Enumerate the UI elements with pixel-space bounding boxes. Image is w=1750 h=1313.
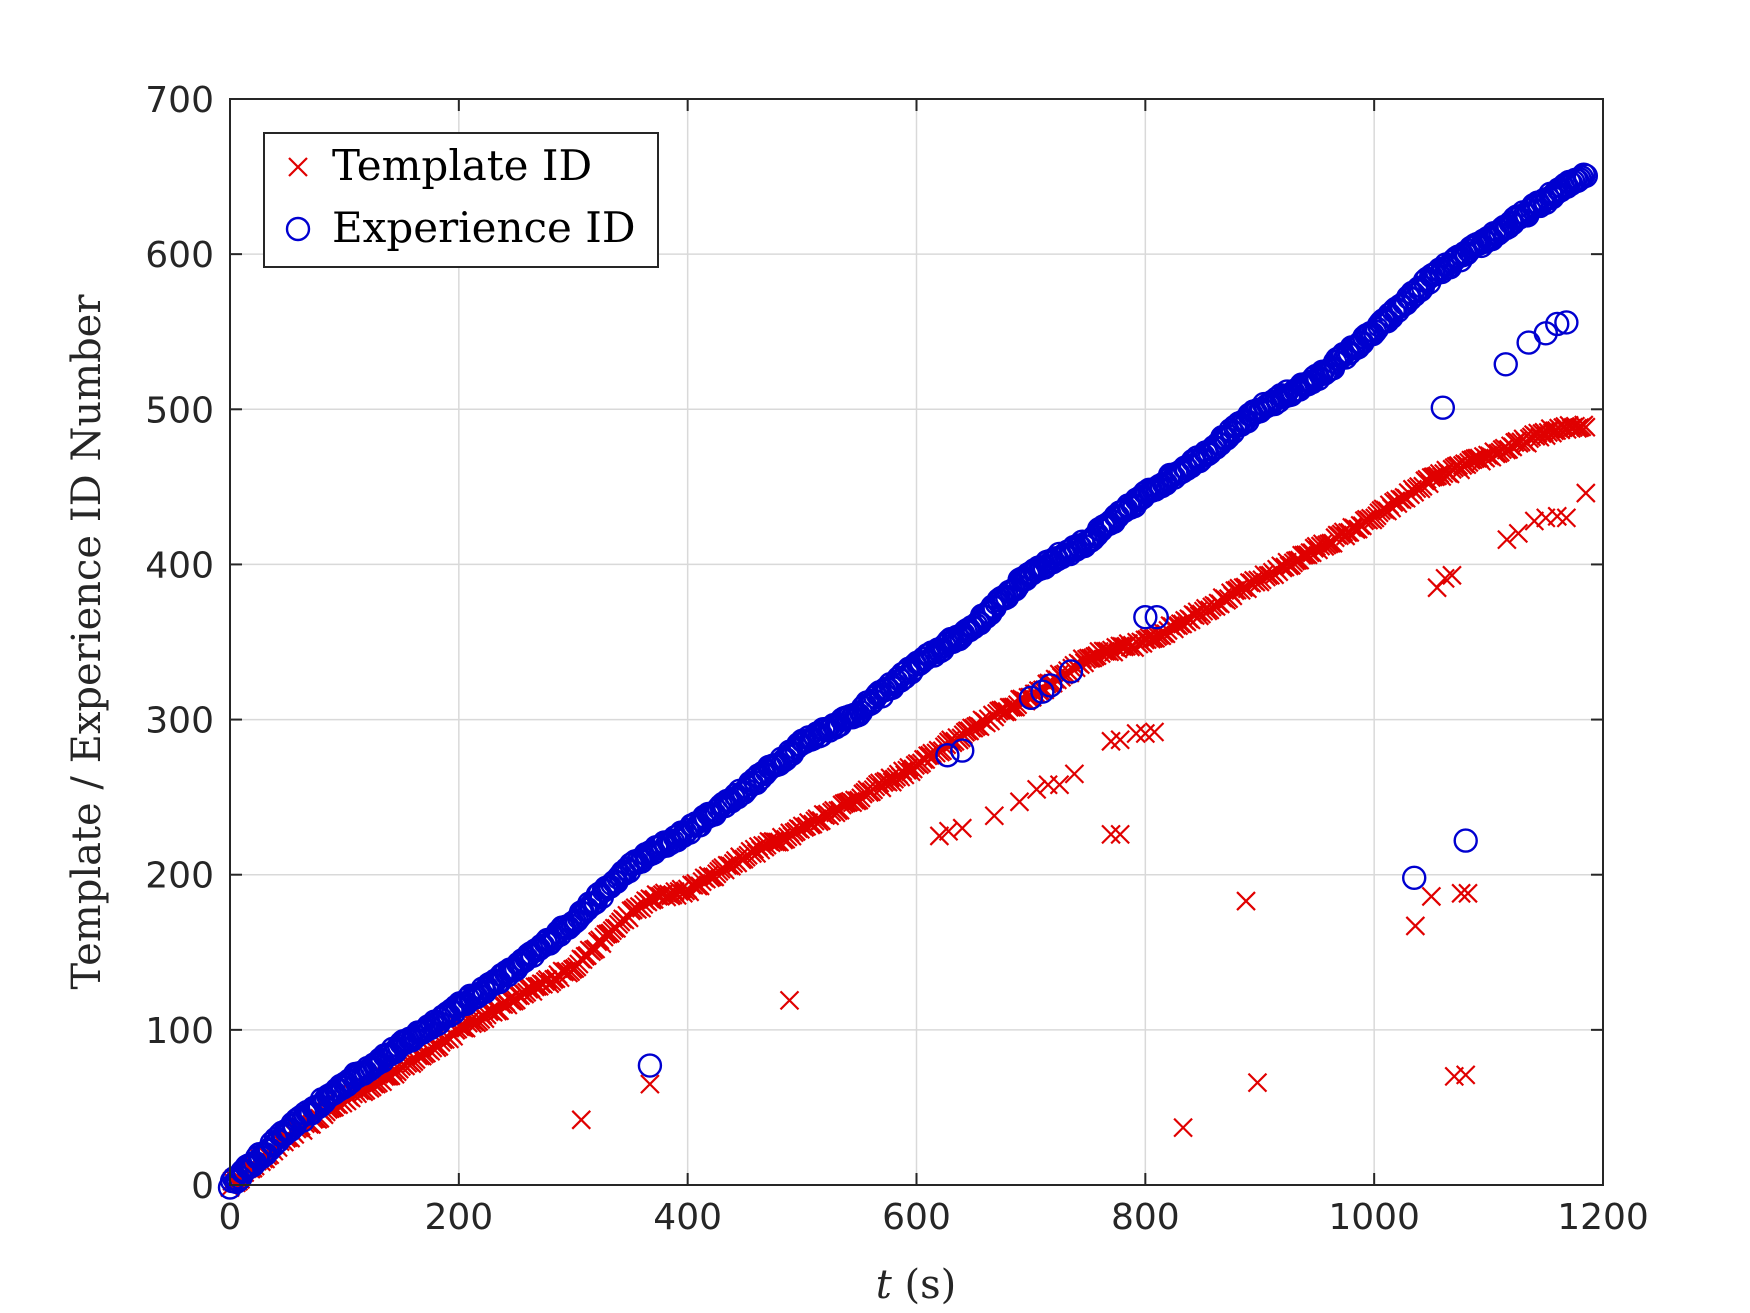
data-point-template-id <box>778 827 798 847</box>
data-point-experience-id <box>1402 865 1427 891</box>
data-point-experience-id <box>1030 679 1055 704</box>
y-tick-label: 200 <box>145 856 214 897</box>
data-point-template-id <box>1421 886 1442 907</box>
legend-label-template-id: Template ID <box>332 141 592 190</box>
data-point-template-id <box>1144 722 1165 742</box>
data-point-template-id <box>796 816 817 837</box>
y-axis-title: Template / Experience ID Number <box>64 294 110 990</box>
data-point-template-id <box>681 875 702 895</box>
data-point-template-id <box>1236 891 1256 911</box>
y-tick-label: 700 <box>145 80 214 121</box>
y-tick-label: 500 <box>145 390 214 431</box>
data-point-template-id <box>1435 568 1455 589</box>
legend-marker-experience-id <box>285 216 311 242</box>
data-point-template-id <box>961 718 982 738</box>
data-point-experience-id <box>1430 395 1456 420</box>
x-axis-unit: (s) <box>892 1262 956 1308</box>
data-point-template-id <box>1247 1072 1268 1093</box>
series-experience-id <box>217 162 1599 1200</box>
legend-o-marker <box>285 216 311 242</box>
legend-box <box>263 132 659 268</box>
tick-labels: 0 200 400 600 800 1000 1200 0 100 200 300 400 500 600… <box>145 80 1649 1238</box>
data-point-experience-id <box>1453 828 1478 853</box>
data-point-template-id <box>779 990 800 1011</box>
data-point-template-id <box>571 1110 592 1130</box>
x-tick-label: 800 <box>1111 1197 1180 1238</box>
data-point-experience-id <box>935 743 960 768</box>
x-tick-label: 400 <box>653 1197 722 1238</box>
data-point-template-id <box>1101 824 1121 845</box>
data-point-template-id <box>1405 916 1426 936</box>
data-point-template-id <box>1390 489 1410 510</box>
legend-label-experience-id: Experience ID <box>332 203 636 252</box>
y-tick-label: 300 <box>145 701 214 742</box>
data-point-template-id <box>1524 511 1545 531</box>
data-point-template-id <box>1296 544 1316 565</box>
data-point-experience-id <box>1133 604 1158 630</box>
legend-x-marker <box>288 157 308 177</box>
x-tick-label: 200 <box>424 1197 493 1238</box>
x-tick-label: 0 <box>219 1197 242 1238</box>
data-point-template-id <box>1448 455 1469 476</box>
x-tick-label: 1200 <box>1557 1197 1649 1238</box>
data-point-template-id <box>1423 467 1444 487</box>
data-point-experience-id <box>1545 311 1570 337</box>
data-point-experience-id <box>1144 604 1169 630</box>
data-point-template-id <box>1576 417 1596 437</box>
data-point-experience-id <box>1554 310 1579 335</box>
x-axis-variable: t <box>876 1262 893 1308</box>
y-tick-label: 0 <box>191 1166 214 1207</box>
data-point-template-id <box>1497 529 1517 550</box>
y-tick-label: 100 <box>145 1011 214 1052</box>
data-point-template-id <box>1442 565 1462 586</box>
legend: Template ID Experience ID <box>263 132 659 268</box>
data-point-template-id <box>1486 443 1506 464</box>
x-tick-label: 600 <box>882 1197 951 1238</box>
data-point-template-id <box>984 805 1005 826</box>
y-tick-label: 600 <box>145 235 214 276</box>
data-point-experience-id <box>1493 352 1518 377</box>
x-tick-label: 1000 <box>1328 1197 1420 1238</box>
ticks <box>229 98 1604 1186</box>
series-layer <box>217 162 1599 1200</box>
data-point-template-id <box>929 826 950 846</box>
data-point-experience-id <box>1058 659 1084 684</box>
data-point-template-id <box>1458 883 1478 904</box>
data-point-template-id <box>1538 422 1559 443</box>
data-point-template-id <box>1451 883 1471 904</box>
data-point-template-id <box>1508 523 1529 544</box>
x-axis-title: t (s) <box>876 1262 957 1308</box>
data-point-experience-id <box>1018 685 1044 711</box>
data-point-template-id <box>1049 774 1070 795</box>
data-point-experience-id <box>1038 673 1063 698</box>
data-point-template-id <box>1126 723 1146 744</box>
data-point-template-id <box>640 1074 660 1094</box>
data-point-experience-id <box>1573 163 1599 189</box>
data-point-template-id <box>1026 779 1047 800</box>
data-point-template-id <box>1095 641 1116 662</box>
data-point-template-id <box>1110 729 1130 750</box>
legend-marker-template-id <box>288 157 308 177</box>
data-point-template-id <box>1556 508 1577 528</box>
data-point-template-id <box>1009 792 1030 812</box>
data-point-template-id <box>1173 1117 1193 1138</box>
data-point-experience-id <box>950 738 975 763</box>
y-tick-label: 400 <box>145 545 214 586</box>
data-point-template-id <box>1576 483 1596 503</box>
data-point-experience-id <box>637 1053 663 1078</box>
data-point-template-id <box>952 818 973 838</box>
data-point-template-id <box>1455 1065 1476 1085</box>
data-point-template-id <box>1110 824 1130 845</box>
data-point-template-id <box>1064 764 1085 784</box>
series-template-id <box>220 415 1596 1198</box>
